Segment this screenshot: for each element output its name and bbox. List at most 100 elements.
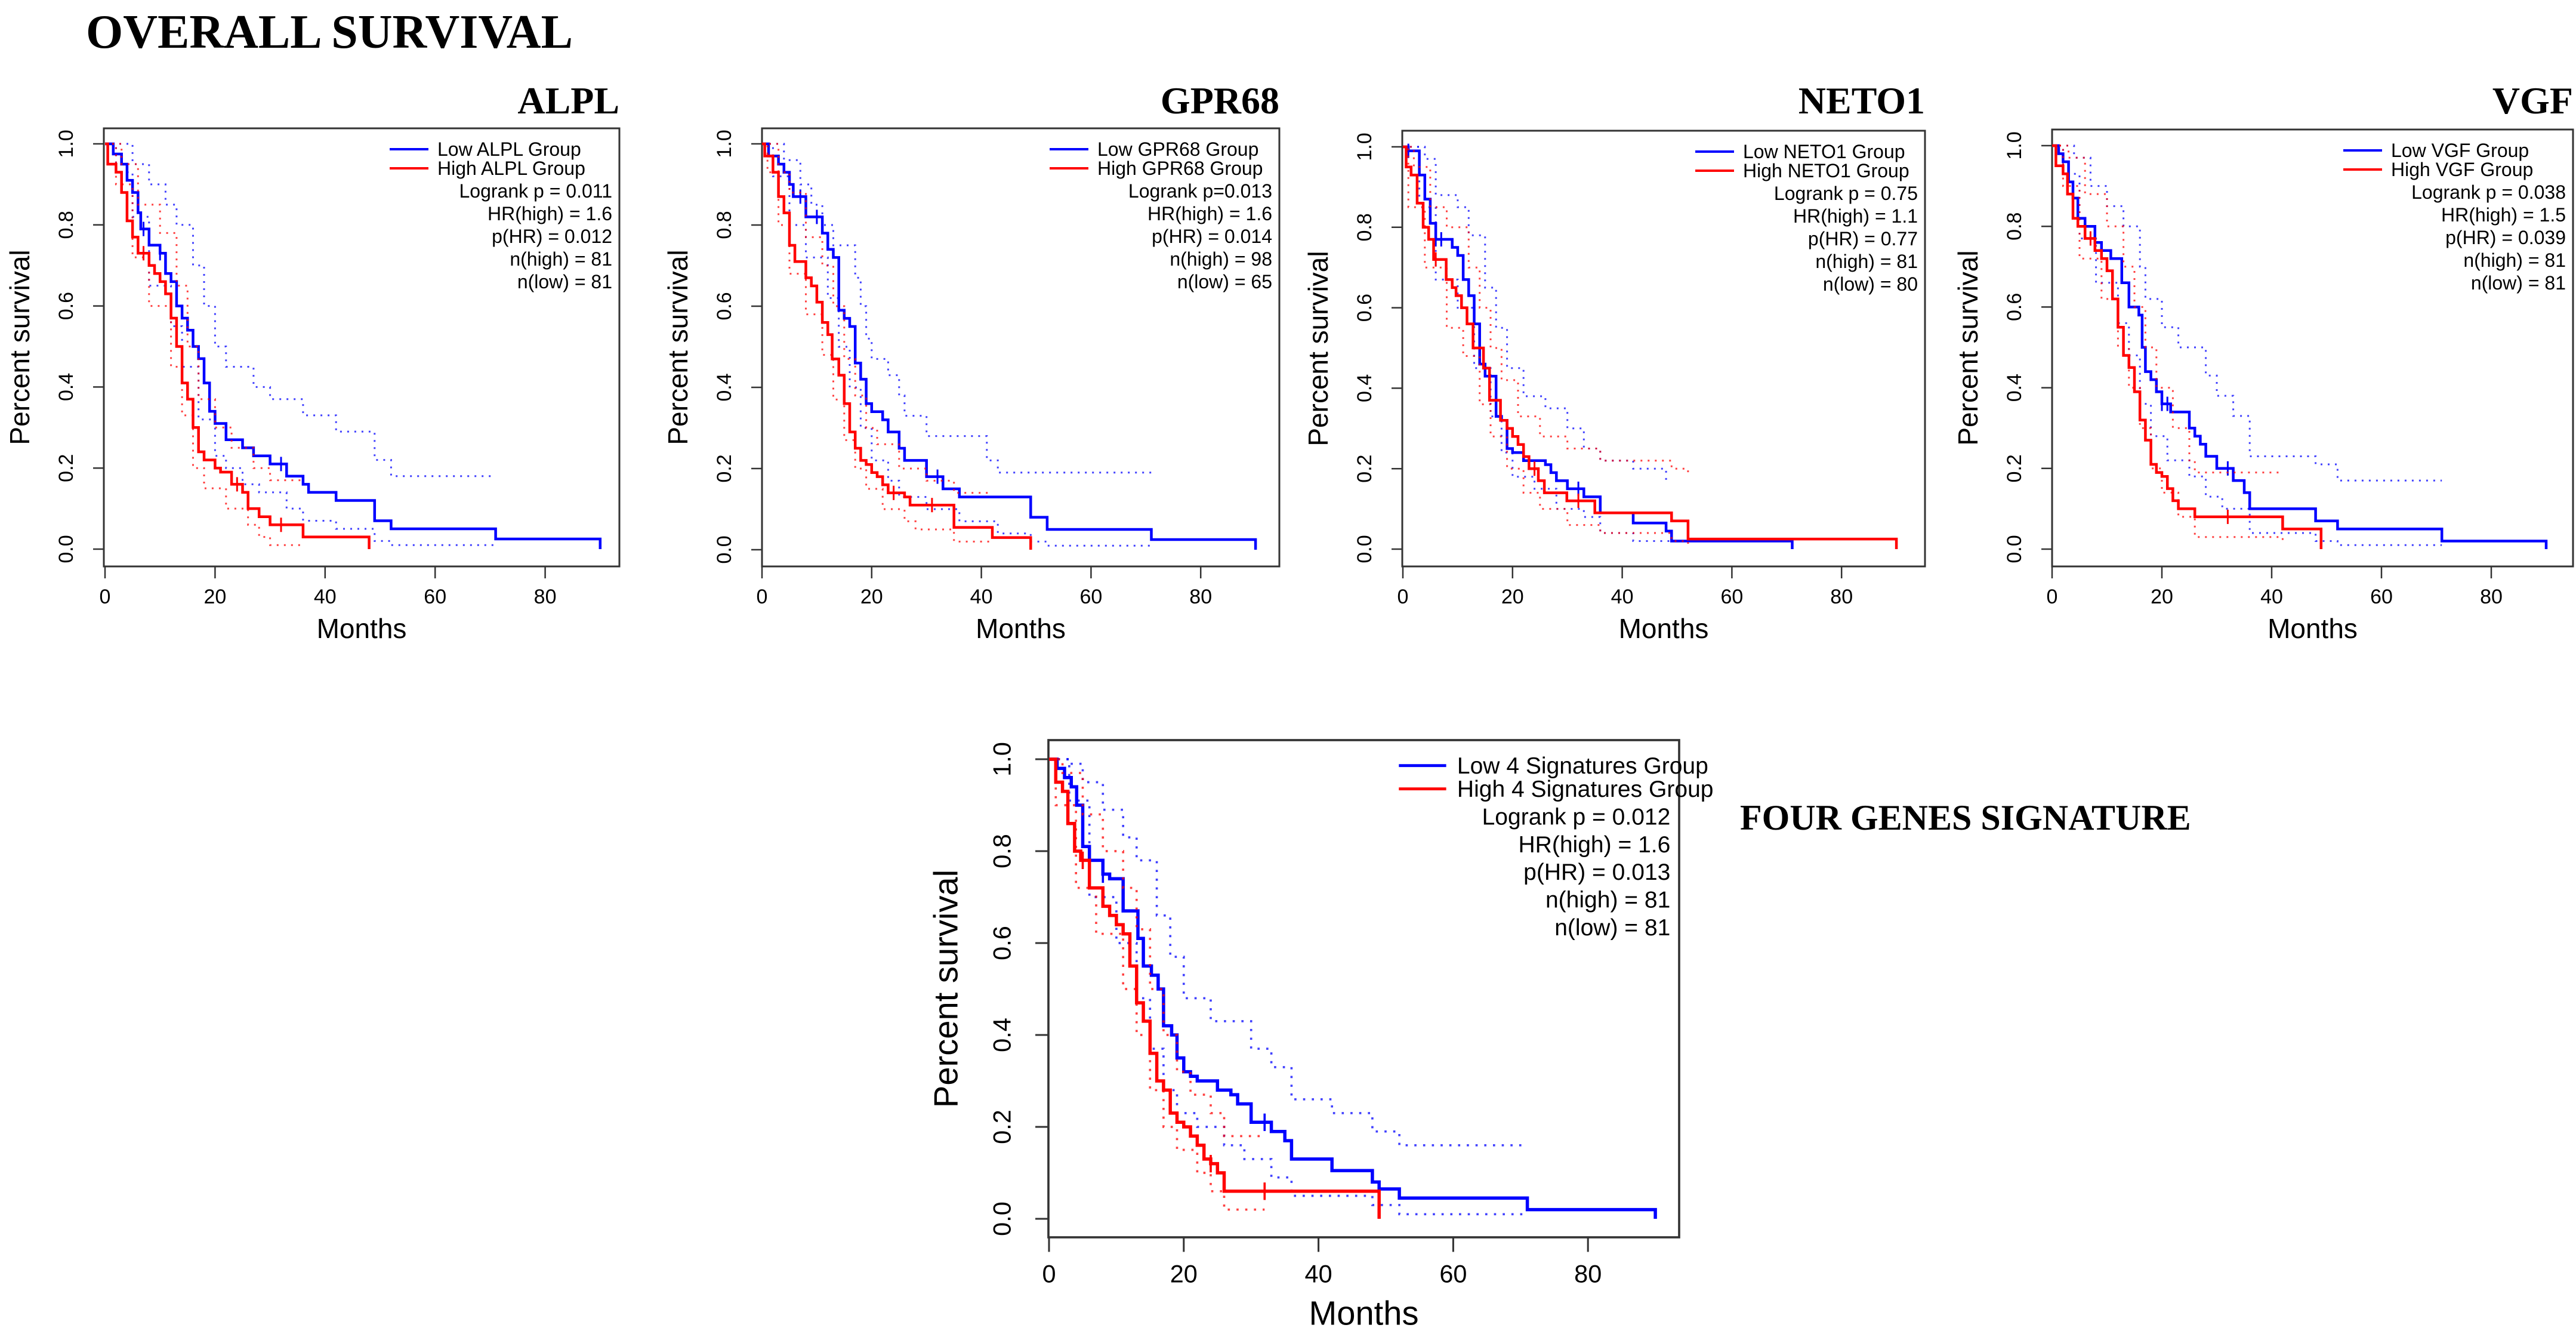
- survival-curve: [1049, 757, 1657, 1219]
- x-axis-label: Months: [976, 613, 1066, 644]
- x-tick-label: 40: [1611, 586, 1634, 608]
- stat-text: p(HR) = 0.77: [1808, 228, 1918, 249]
- y-tick-label: 0.0: [2003, 535, 2026, 563]
- x-tick-label: 20: [203, 586, 226, 608]
- x-tick-label: 0: [757, 586, 768, 608]
- x-tick-label: 40: [1305, 1260, 1332, 1288]
- y-tick-label: 0.6: [713, 292, 736, 320]
- x-axis-label: Months: [1619, 613, 1709, 644]
- y-tick-label: 1.0: [55, 130, 78, 158]
- ci-lower-line: [1049, 758, 1265, 1211]
- panel-title: FOUR GENES SIGNATURE: [1740, 798, 2191, 837]
- legend-label: High NETO1 Group: [1743, 160, 1909, 181]
- y-tick-label: 0.6: [988, 926, 1016, 960]
- y-axis-label: Percent survival: [1952, 250, 1983, 445]
- x-tick-label: 0: [1042, 1260, 1056, 1288]
- x-tick-label: 20: [2151, 586, 2173, 608]
- x-tick-label: 80: [2480, 586, 2503, 608]
- x-tick-label: 60: [1079, 586, 1102, 608]
- legend-label: Low VGF Group: [2391, 140, 2529, 161]
- y-tick-label: 1.0: [713, 130, 736, 158]
- y-tick-label: 0.6: [1353, 294, 1376, 322]
- stat-text: Logrank p = 0.011: [459, 180, 613, 202]
- stat-text: HR(high) = 1.1: [1793, 205, 1918, 227]
- y-tick-label: 0.2: [713, 454, 736, 482]
- y-tick-label: 0.8: [1353, 213, 1376, 241]
- survival-curve: [1403, 145, 1794, 549]
- legend-label: High ALPL Group: [437, 158, 585, 179]
- survival-curve: [762, 142, 1032, 550]
- y-axis-label: Percent survival: [927, 870, 965, 1108]
- km-panel-vgf: VGF 0.0 0.2 0.4 0.6 0.8 1.0 Percent survival 0 20…: [1952, 79, 2574, 644]
- y-tick-label: 0.2: [988, 1110, 1016, 1144]
- y-tick-label: 0.4: [988, 1018, 1016, 1052]
- series-low: [1049, 757, 1657, 1219]
- series-low: [1403, 143, 1794, 549]
- y-tick-label: 0.4: [2003, 374, 2026, 402]
- stat-text: HR(high) = 1.6: [1147, 203, 1272, 224]
- x-tick-label: 80: [1830, 586, 1853, 608]
- ci-lower-line: [762, 143, 992, 543]
- stat-text: n(high) = 81: [510, 248, 612, 270]
- x-axis-label: Months: [2268, 613, 2358, 644]
- ci-upper-line: [2052, 144, 2283, 474]
- panel-title: VGF: [2492, 79, 2573, 122]
- stat-text: n(high) = 81: [2463, 249, 2566, 271]
- series-high: [1403, 145, 1898, 549]
- panel-title: ALPL: [517, 79, 619, 122]
- ci-lower-line: [105, 143, 496, 546]
- series-high: [2052, 144, 2323, 549]
- stat-text: Logrank p = 0.038: [2411, 181, 2566, 203]
- y-tick-label: 0.2: [2003, 454, 2026, 482]
- y-axis-label: Percent survival: [662, 249, 693, 445]
- plot-frame: [761, 127, 1281, 568]
- series-high: [105, 142, 371, 549]
- ci-lower-line: [2052, 144, 2284, 541]
- legend-label: High 4 Signatures Group: [1457, 777, 1714, 802]
- plot-frame: [1047, 739, 1680, 1239]
- y-tick-label: 0.4: [1353, 374, 1376, 402]
- x-tick-label: 60: [1439, 1260, 1467, 1288]
- stat-text: n(high) = 81: [1545, 888, 1670, 913]
- figure-title: OVERALL SURVIVAL: [86, 6, 573, 58]
- ci-upper-line: [762, 143, 992, 494]
- panel-title: NETO1: [1798, 79, 1925, 122]
- x-tick-label: 20: [860, 586, 883, 608]
- ci-lower-line: [762, 143, 1152, 547]
- stat-text: p(HR) = 0.012: [492, 226, 612, 247]
- plot-frame: [1401, 130, 1926, 568]
- x-tick-label: 60: [2370, 586, 2393, 608]
- ci-upper-line: [1403, 146, 1667, 485]
- stat-text: n(low) = 81: [1554, 915, 1670, 941]
- ci-upper-line: [105, 143, 496, 477]
- x-tick-label: 60: [424, 586, 446, 608]
- stat-text: n(high) = 98: [1170, 248, 1272, 270]
- ci-upper-line: [2052, 144, 2442, 482]
- y-tick-label: 0.2: [1353, 455, 1376, 483]
- y-tick-label: 1.0: [988, 742, 1016, 777]
- x-tick-label: 40: [970, 586, 993, 608]
- stat-text: HR(high) = 1.6: [488, 203, 612, 224]
- survival-curve: [2052, 144, 2323, 549]
- stat-text: p(HR) = 0.014: [1152, 226, 1272, 247]
- survival-curve: [762, 142, 1257, 550]
- panel-title: GPR68: [1161, 79, 1279, 122]
- x-tick-label: 0: [2047, 586, 2058, 608]
- y-tick-label: 0.4: [55, 373, 78, 401]
- y-axis-label: Percent survival: [1303, 251, 1334, 446]
- y-tick-label: 1.0: [2003, 131, 2026, 159]
- survival-curve: [105, 142, 371, 549]
- y-tick-label: 0.2: [55, 454, 78, 482]
- legend-label: Low NETO1 Group: [1743, 141, 1905, 162]
- km-panel-gpr68: GPR68 0.0 0.2 0.4 0.6 0.8 1.0 Percent survival 0…: [662, 79, 1281, 644]
- x-tick-label: 80: [1189, 586, 1212, 608]
- km-panel-neto1: NETO1 0.0 0.2 0.4 0.6 0.8 1.0 Percent survival 0…: [1303, 79, 1926, 644]
- y-tick-label: 0.8: [2003, 212, 2026, 241]
- y-tick-label: 0.8: [988, 834, 1016, 868]
- series-high: [762, 142, 1032, 550]
- x-tick-label: 40: [314, 586, 337, 608]
- legend-label: Low ALPL Group: [437, 138, 581, 160]
- x-tick-label: 20: [1501, 586, 1524, 608]
- plot-frame: [103, 127, 621, 568]
